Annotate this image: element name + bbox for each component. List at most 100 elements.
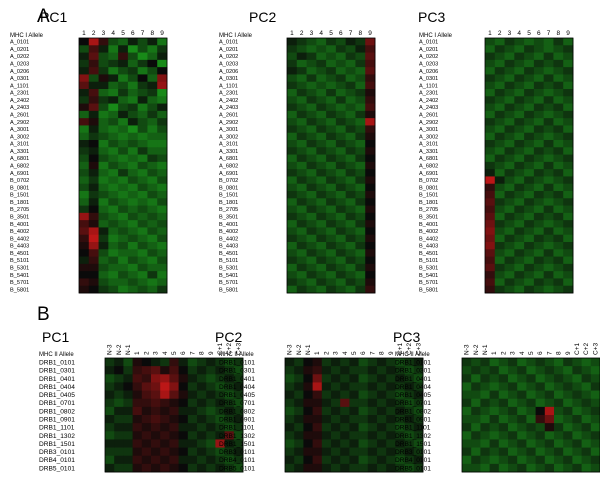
heatmap-cell-a-pc3 <box>543 183 554 192</box>
heatmap-cell-b-pc2 <box>340 398 350 408</box>
heatmap-cell-b-pc3 <box>544 415 555 424</box>
heatmap-cell-a-pc3 <box>533 285 545 294</box>
heatmap-cell-a-pc1 <box>147 234 158 243</box>
heatmap-cell-a-pc3 <box>533 256 545 265</box>
heatmap-cell-a-pc3 <box>524 263 535 272</box>
heatmap-cell-a-pc2 <box>355 183 366 192</box>
heatmap-cell-a-pc1 <box>127 118 139 126</box>
heatmap-cell-b-pc1 <box>224 382 235 391</box>
heatmap-cell-a-pc3 <box>494 271 505 279</box>
heatmap-cell-a-pc2 <box>306 74 317 83</box>
row-label-a-pc1: B_4402 <box>10 236 29 242</box>
heatmap-cell-b-pc3 <box>581 382 592 391</box>
heatmap-cell-b-pc1 <box>215 423 225 432</box>
heatmap-cell-a-pc2 <box>326 154 337 163</box>
heatmap-cell-b-pc1 <box>197 398 207 408</box>
heatmap-cell-a-pc1 <box>88 140 99 148</box>
heatmap-cell-a-pc2 <box>306 234 317 243</box>
heatmap-cell-b-pc2 <box>386 358 396 367</box>
heatmap-cell-a-pc2 <box>355 103 366 112</box>
heatmap-cell-b-pc2 <box>331 439 341 448</box>
heatmap-cell-a-pc1 <box>157 81 168 90</box>
heatmap-cell-a-pc1 <box>147 212 158 221</box>
heatmap-cell-a-pc1 <box>98 59 109 68</box>
heatmap-cell-b-pc2 <box>312 382 323 391</box>
heatmap-cell-b-pc1 <box>187 398 198 408</box>
heatmap-cell-b-pc3 <box>498 431 509 440</box>
heatmap-cell-b-pc2 <box>331 455 341 465</box>
heatmap-cell-b-pc2 <box>312 374 323 383</box>
heatmap-cell-b-pc3 <box>498 390 509 400</box>
heatmap-cell-b-pc1 <box>206 390 216 400</box>
heatmap-cell-a-pc1 <box>79 45 90 53</box>
row-label-a-pc2: A_3301 <box>219 149 238 155</box>
heatmap-cell-b-pc2 <box>331 447 341 457</box>
heatmap-cell-b-pc1 <box>197 439 207 448</box>
heatmap-cell-b-pc1 <box>187 431 198 440</box>
heatmap-frame-a-pc1 <box>78 37 168 294</box>
heatmap-cell-b-pc3 <box>480 366 490 375</box>
heatmap-cell-a-pc3 <box>485 271 496 279</box>
row-label-b-pc1: DRB1_1302 <box>39 433 75 440</box>
heatmap-cell-b-pc2 <box>404 366 415 375</box>
heatmap-cell-a-pc2 <box>345 147 356 155</box>
heatmap-cell-b-pc2 <box>294 390 304 400</box>
row-label-a-pc2: B_5701 <box>219 280 238 286</box>
heatmap-cell-a-pc3 <box>504 59 515 68</box>
heatmap-cell-a-pc3 <box>563 118 574 126</box>
heatmap-cell-a-pc3 <box>494 110 505 119</box>
heatmap-cell-b-pc1 <box>233 366 244 375</box>
heatmap-cell-a-pc3 <box>533 205 545 214</box>
heatmap-cell-b-pc3 <box>471 358 481 367</box>
heatmap-cell-a-pc3 <box>494 154 505 163</box>
heatmap-cell-b-pc3 <box>489 415 500 424</box>
heatmap-cell-a-pc2 <box>365 110 376 119</box>
heatmap-cell-a-pc2 <box>345 140 356 148</box>
heatmap-cell-a-pc3 <box>504 161 515 170</box>
heatmap-cell-a-pc2 <box>335 103 347 112</box>
row-label-b-pc1: DRB1_0701 <box>39 400 75 407</box>
heatmap-frame-b-pc3 <box>461 357 600 473</box>
heatmap-cell-b-pc2 <box>358 455 369 465</box>
heatmap-cell-a-pc3 <box>543 249 554 257</box>
heatmap-cell-a-pc3 <box>533 227 545 236</box>
heatmap-cell-a-pc2 <box>306 220 317 228</box>
heatmap-cell-b-pc3 <box>471 439 481 448</box>
heatmap-cell-b-pc2 <box>312 447 323 457</box>
heatmap-cell-b-pc2 <box>331 382 341 391</box>
heatmap-cell-b-pc1 <box>233 455 244 465</box>
heatmap-cell-a-pc3 <box>543 147 554 155</box>
heatmap-cell-a-pc1 <box>79 256 90 265</box>
heatmap-cell-a-pc3 <box>524 242 535 250</box>
heatmap-cell-a-pc1 <box>157 140 168 148</box>
heatmap-cell-a-pc2 <box>306 81 317 90</box>
heatmap-cell-b-pc3 <box>489 463 500 473</box>
heatmap-cell-b-pc1 <box>105 415 115 424</box>
heatmap-cell-a-pc1 <box>98 103 109 112</box>
heatmap-cell-a-pc1 <box>137 132 148 141</box>
heatmap-cell-b-pc1 <box>187 463 198 473</box>
heatmap-cell-a-pc2 <box>355 81 366 90</box>
heatmap-cell-b-pc2 <box>395 374 405 383</box>
heatmap-cell-a-pc1 <box>127 81 139 90</box>
heatmap-cell-b-pc1 <box>132 439 143 448</box>
heatmap-cell-a-pc2 <box>335 176 347 185</box>
heatmap-cell-a-pc1 <box>79 110 90 119</box>
heatmap-cell-b-pc1 <box>233 374 244 383</box>
heatmap-cell-a-pc1 <box>137 38 148 46</box>
heatmap-cell-b-pc3 <box>462 415 472 424</box>
heatmap-cell-a-pc2 <box>306 89 317 97</box>
heatmap-cell-a-pc1 <box>127 212 139 221</box>
heatmap-cell-b-pc2 <box>349 382 359 391</box>
heatmap-cell-a-pc2 <box>355 74 366 83</box>
heatmap-cell-a-pc3 <box>504 154 515 163</box>
heatmap-cell-b-pc1 <box>114 366 124 375</box>
heatmap-cell-b-pc2 <box>404 390 415 400</box>
col-label-b-pc2: C+2 <box>406 343 413 355</box>
heatmap-cell-a-pc1 <box>147 176 158 185</box>
heatmap-cell-b-pc1 <box>123 439 133 448</box>
heatmap-cell-a-pc1 <box>137 212 148 221</box>
heatmap-cell-a-pc1 <box>79 176 90 185</box>
heatmap-cell-b-pc1 <box>105 447 115 457</box>
heatmap-cell-a-pc2 <box>326 191 337 199</box>
